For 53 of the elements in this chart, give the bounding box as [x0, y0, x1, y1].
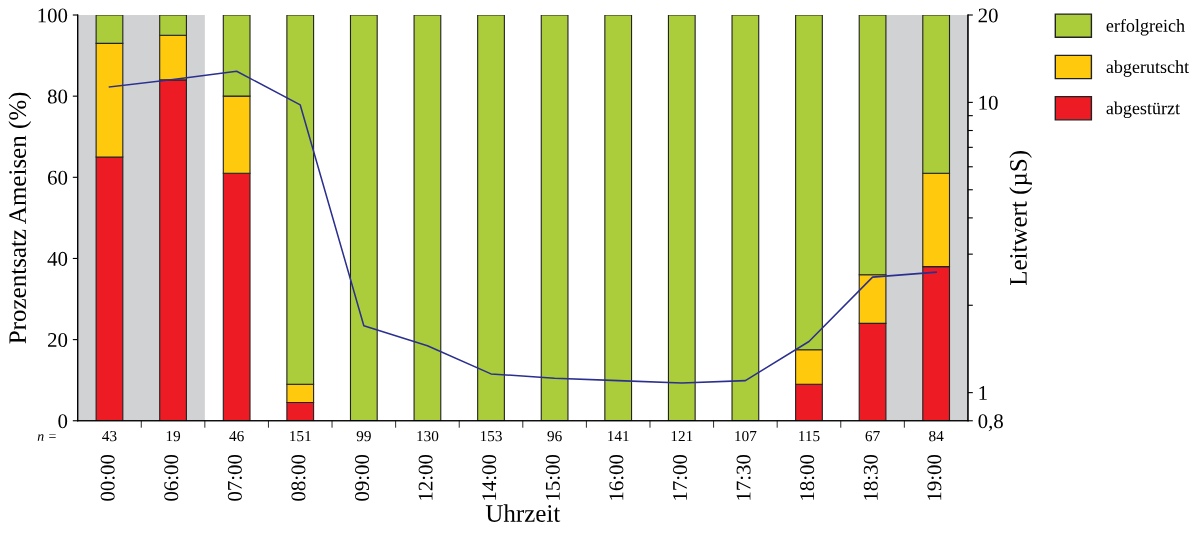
bar: [540, 15, 569, 421]
y-tick-label: 60: [48, 170, 68, 185]
text: 115: [799, 431, 820, 442]
y-tick-label: 40: [47, 251, 68, 266]
bar: [667, 15, 696, 421]
y2-tick-label: 20: [978, 8, 998, 23]
y-tick-label: 0: [58, 414, 68, 429]
text: n =: [37, 434, 56, 441]
y-tick-label: 20: [48, 332, 68, 348]
x-tick-label: 06:00: [164, 454, 179, 501]
text: 99: [356, 430, 371, 442]
y2-tick-label: 10: [979, 95, 998, 110]
bar: [477, 15, 505, 421]
x-tick-label: 19:00: [927, 454, 942, 500]
x-tick-label: 07:00: [227, 454, 242, 501]
y2-tick-label: 1: [979, 386, 987, 400]
text: 107: [735, 430, 757, 442]
y2-tick-label: 0,8: [978, 414, 1003, 432]
x-tick-label: 00:00: [100, 454, 115, 501]
x-tick-label: 08:00: [291, 454, 306, 501]
x-tick-label: 09:00: [354, 454, 370, 501]
text: 151: [290, 431, 311, 442]
line-series: [108, 70, 937, 384]
legend-label: abgestürzt: [1106, 101, 1180, 119]
text: 84: [929, 430, 944, 442]
text: 19: [166, 430, 181, 442]
y2-axis-title: Leitwert (µS): [1009, 151, 1032, 286]
x-tick-label: 18:00: [800, 454, 815, 500]
text: 46: [229, 430, 244, 442]
text: 67: [865, 430, 880, 442]
y-tick-label: 100: [38, 8, 68, 23]
x-tick-label: 15:00: [545, 454, 560, 500]
text: 121: [671, 430, 693, 442]
bar: [604, 15, 633, 421]
legend-label: erfolgreich: [1106, 18, 1185, 36]
x-tick-label: 18:30: [863, 454, 878, 500]
legend-label: abgerutscht: [1106, 60, 1189, 77]
x-tick-label: 12:00: [418, 454, 433, 500]
text: 141: [608, 431, 629, 442]
text: 43: [102, 430, 117, 442]
x-tick-label: 14:00: [482, 454, 497, 500]
bar: [413, 15, 442, 421]
x-tick-label: 16:00: [609, 454, 624, 500]
bar: [731, 15, 760, 421]
x-tick-label: 17:30: [736, 454, 751, 500]
text: 130: [417, 430, 439, 442]
text: 96: [547, 430, 562, 442]
text: 153: [480, 430, 502, 442]
y-axis-title: Prozentsatz Ameisen (%): [8, 92, 32, 344]
y-tick-label: 80: [47, 89, 68, 104]
x-tick-label: 17:00: [672, 454, 688, 500]
bar: [349, 15, 378, 421]
x-axis-title: Uhrzeit: [485, 504, 561, 522]
